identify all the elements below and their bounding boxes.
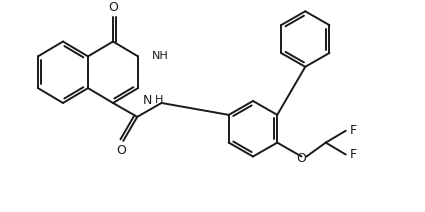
Text: F: F (350, 124, 357, 137)
Text: N: N (143, 93, 153, 106)
Text: H: H (155, 95, 164, 105)
Text: O: O (297, 152, 306, 165)
Text: F: F (350, 148, 357, 161)
Text: NH: NH (152, 51, 169, 61)
Text: O: O (116, 144, 126, 157)
Text: O: O (108, 1, 118, 14)
